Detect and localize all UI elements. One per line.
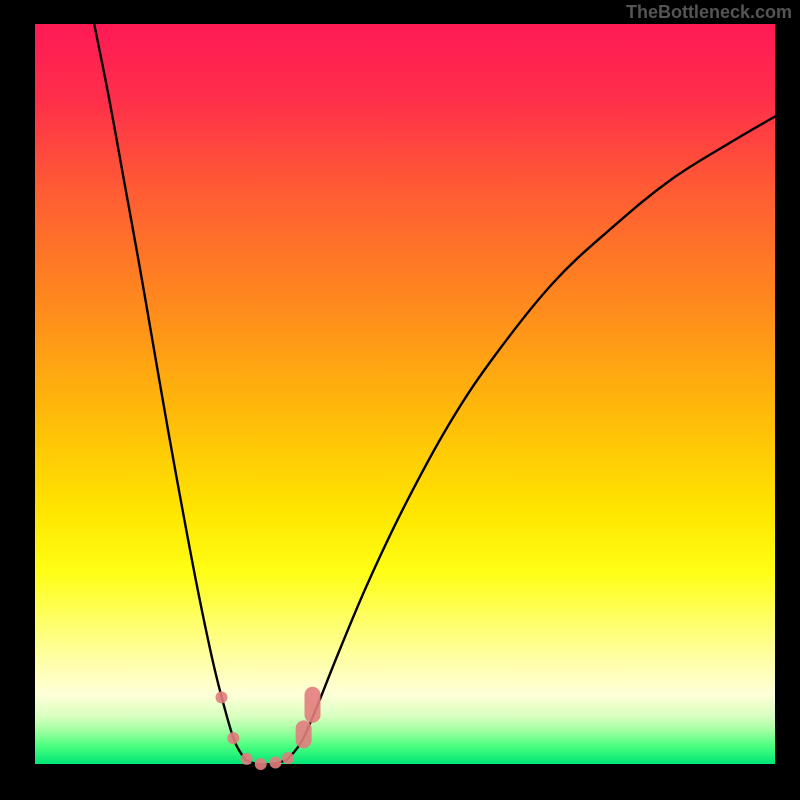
marker-3	[255, 758, 267, 770]
marker-7	[305, 687, 321, 723]
marker-5	[282, 752, 294, 764]
marker-0	[215, 691, 227, 703]
marker-6	[296, 720, 312, 748]
chart-container: TheBottleneck.com	[0, 0, 800, 800]
marker-1	[227, 732, 239, 744]
marker-4	[270, 757, 282, 769]
watermark-text: TheBottleneck.com	[626, 2, 792, 23]
marker-2	[241, 753, 253, 765]
bottleneck-curve-chart	[0, 0, 800, 800]
